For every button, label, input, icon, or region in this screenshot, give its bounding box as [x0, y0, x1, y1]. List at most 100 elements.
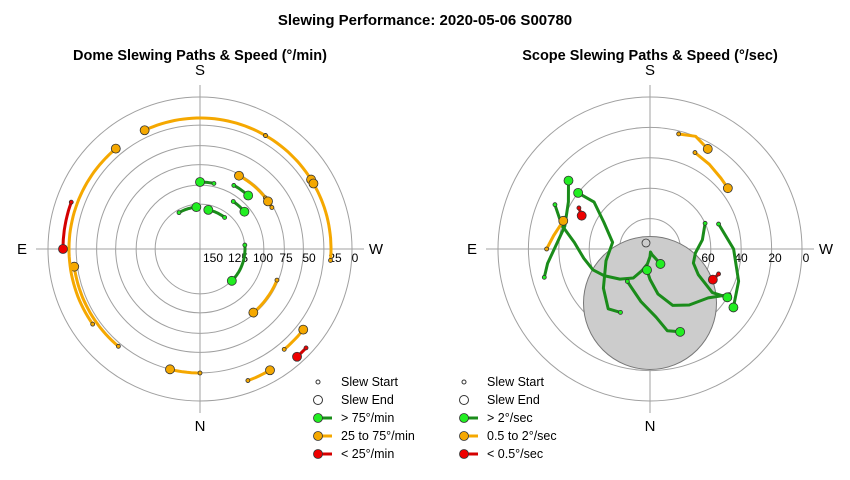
direction-label: E	[17, 241, 27, 258]
legend-item: Slew End	[313, 393, 394, 407]
slew-start-marker	[197, 370, 203, 376]
slew-path	[625, 279, 682, 334]
legend-end-marker	[313, 395, 323, 405]
slew-end-marker	[58, 244, 68, 254]
tick-label: 100	[253, 251, 273, 265]
slew-path	[72, 265, 120, 348]
legend-label: > 75°/min	[341, 411, 394, 425]
slew-start-marker	[676, 131, 682, 137]
legend-item: > 2°/sec	[459, 411, 533, 425]
panel-title: Scope Slewing Paths & Speed (°/sec)	[522, 48, 778, 64]
slew-path	[251, 278, 279, 315]
slew-path	[553, 203, 662, 281]
slew-end-marker	[573, 187, 584, 198]
slew-end-marker	[203, 204, 214, 215]
slew-start-marker	[624, 278, 630, 284]
slew-end-marker	[248, 307, 259, 318]
legend-label: > 2°/sec	[487, 411, 533, 425]
slew-end-marker	[191, 202, 202, 213]
slew-start-marker	[716, 271, 721, 277]
slew-path	[67, 147, 118, 326]
legend-item: > 75°/min	[313, 411, 394, 425]
scope-panel: Scope Slewing Paths & Speed (°/sec)SNEW8…	[459, 48, 834, 461]
slew-end-marker	[655, 259, 666, 269]
slew-end-marker	[239, 206, 250, 217]
slew-start-marker	[618, 309, 623, 315]
direction-label: N	[645, 418, 656, 435]
legend-marker	[313, 431, 323, 441]
legend-item: 0.5 to 2°/sec	[459, 429, 557, 443]
slew-end-marker	[243, 190, 254, 201]
dome-panel: Dome Slewing Paths & Speed (°/min)S N E W 15…	[17, 48, 415, 461]
slew-path	[143, 116, 267, 138]
slew-start-marker	[242, 242, 248, 248]
tick-label: 75	[279, 251, 293, 265]
slew-start-marker	[176, 210, 182, 216]
slew-start-marker	[68, 199, 74, 205]
slew-end-marker	[298, 324, 309, 335]
legend-marker	[459, 449, 469, 459]
slew-path	[264, 134, 313, 182]
slew-path	[677, 132, 710, 151]
direction-label: W	[819, 241, 834, 258]
slew-start-marker	[576, 205, 582, 211]
legend: Slew Start Slew End > 75°/min 25 to 75°/min…	[313, 375, 415, 461]
legend-label: Slew Start	[487, 375, 544, 389]
slew-start-marker	[269, 205, 275, 210]
direction-label: E	[467, 241, 477, 258]
legend-label: Slew End	[341, 393, 394, 407]
slew-start-marker	[328, 258, 333, 263]
legend-label: 0.5 to 2°/sec	[487, 429, 557, 443]
slew-end-marker	[308, 178, 319, 189]
slew-start-marker	[692, 150, 698, 155]
figure-title: Slewing Performance: 2020-05-06 S00780	[278, 12, 572, 29]
slew-end-marker	[576, 210, 587, 221]
tick-label: 0	[803, 251, 810, 265]
slew-path	[717, 222, 741, 309]
legend-marker	[313, 413, 323, 423]
tick-label: 60	[701, 251, 715, 265]
legend-item: Slew Start	[461, 375, 544, 389]
slew-end-marker	[139, 125, 150, 136]
slew-start-marker	[702, 220, 708, 226]
slew-start-marker	[245, 378, 251, 383]
legend-item: 25 to 75°/min	[313, 429, 415, 443]
slew-start-marker	[274, 277, 280, 283]
legend-item: Slew Start	[315, 375, 398, 389]
slew-start-marker	[552, 202, 558, 208]
pole-marker	[641, 238, 651, 248]
legend: Slew Start Slew End > 2°/sec 0.5 to 2°/sec <…	[459, 375, 557, 461]
slew-start-marker	[90, 321, 96, 327]
slew-end-marker	[195, 177, 205, 187]
tick-label: 50	[302, 251, 316, 265]
direction-label: W	[369, 241, 384, 258]
slew-path	[311, 182, 333, 262]
slew-end-marker	[292, 351, 302, 362]
slew-end-marker	[226, 275, 237, 286]
panel-title: Dome Slewing Paths & Speed (°/min)	[73, 48, 327, 64]
legend-label: < 0.5°/sec	[487, 447, 543, 461]
tick-label: 40	[734, 251, 748, 265]
slew-start-marker	[544, 246, 550, 252]
direction-label: S	[645, 62, 655, 79]
slew-end-marker	[707, 274, 718, 285]
slew-start-marker	[115, 343, 121, 349]
slew-end-marker	[558, 215, 569, 226]
slew-start-marker	[541, 274, 547, 280]
slew-end-marker	[642, 265, 652, 275]
slew-path	[168, 367, 202, 375]
slew-start-marker	[716, 221, 721, 227]
legend-end-marker	[459, 395, 469, 405]
slew-path	[230, 243, 247, 283]
slew-start-marker	[231, 183, 237, 188]
tick-label: 150	[203, 251, 223, 265]
slew-path	[542, 179, 570, 279]
slew-path	[61, 200, 73, 251]
slew-start-marker	[263, 133, 268, 138]
legend-label: 25 to 75°/min	[341, 429, 415, 443]
slew-start-marker	[211, 181, 217, 186]
slew-end-marker	[722, 183, 733, 194]
slew-start-marker	[281, 346, 287, 352]
legend-item: < 25°/min	[313, 447, 394, 461]
